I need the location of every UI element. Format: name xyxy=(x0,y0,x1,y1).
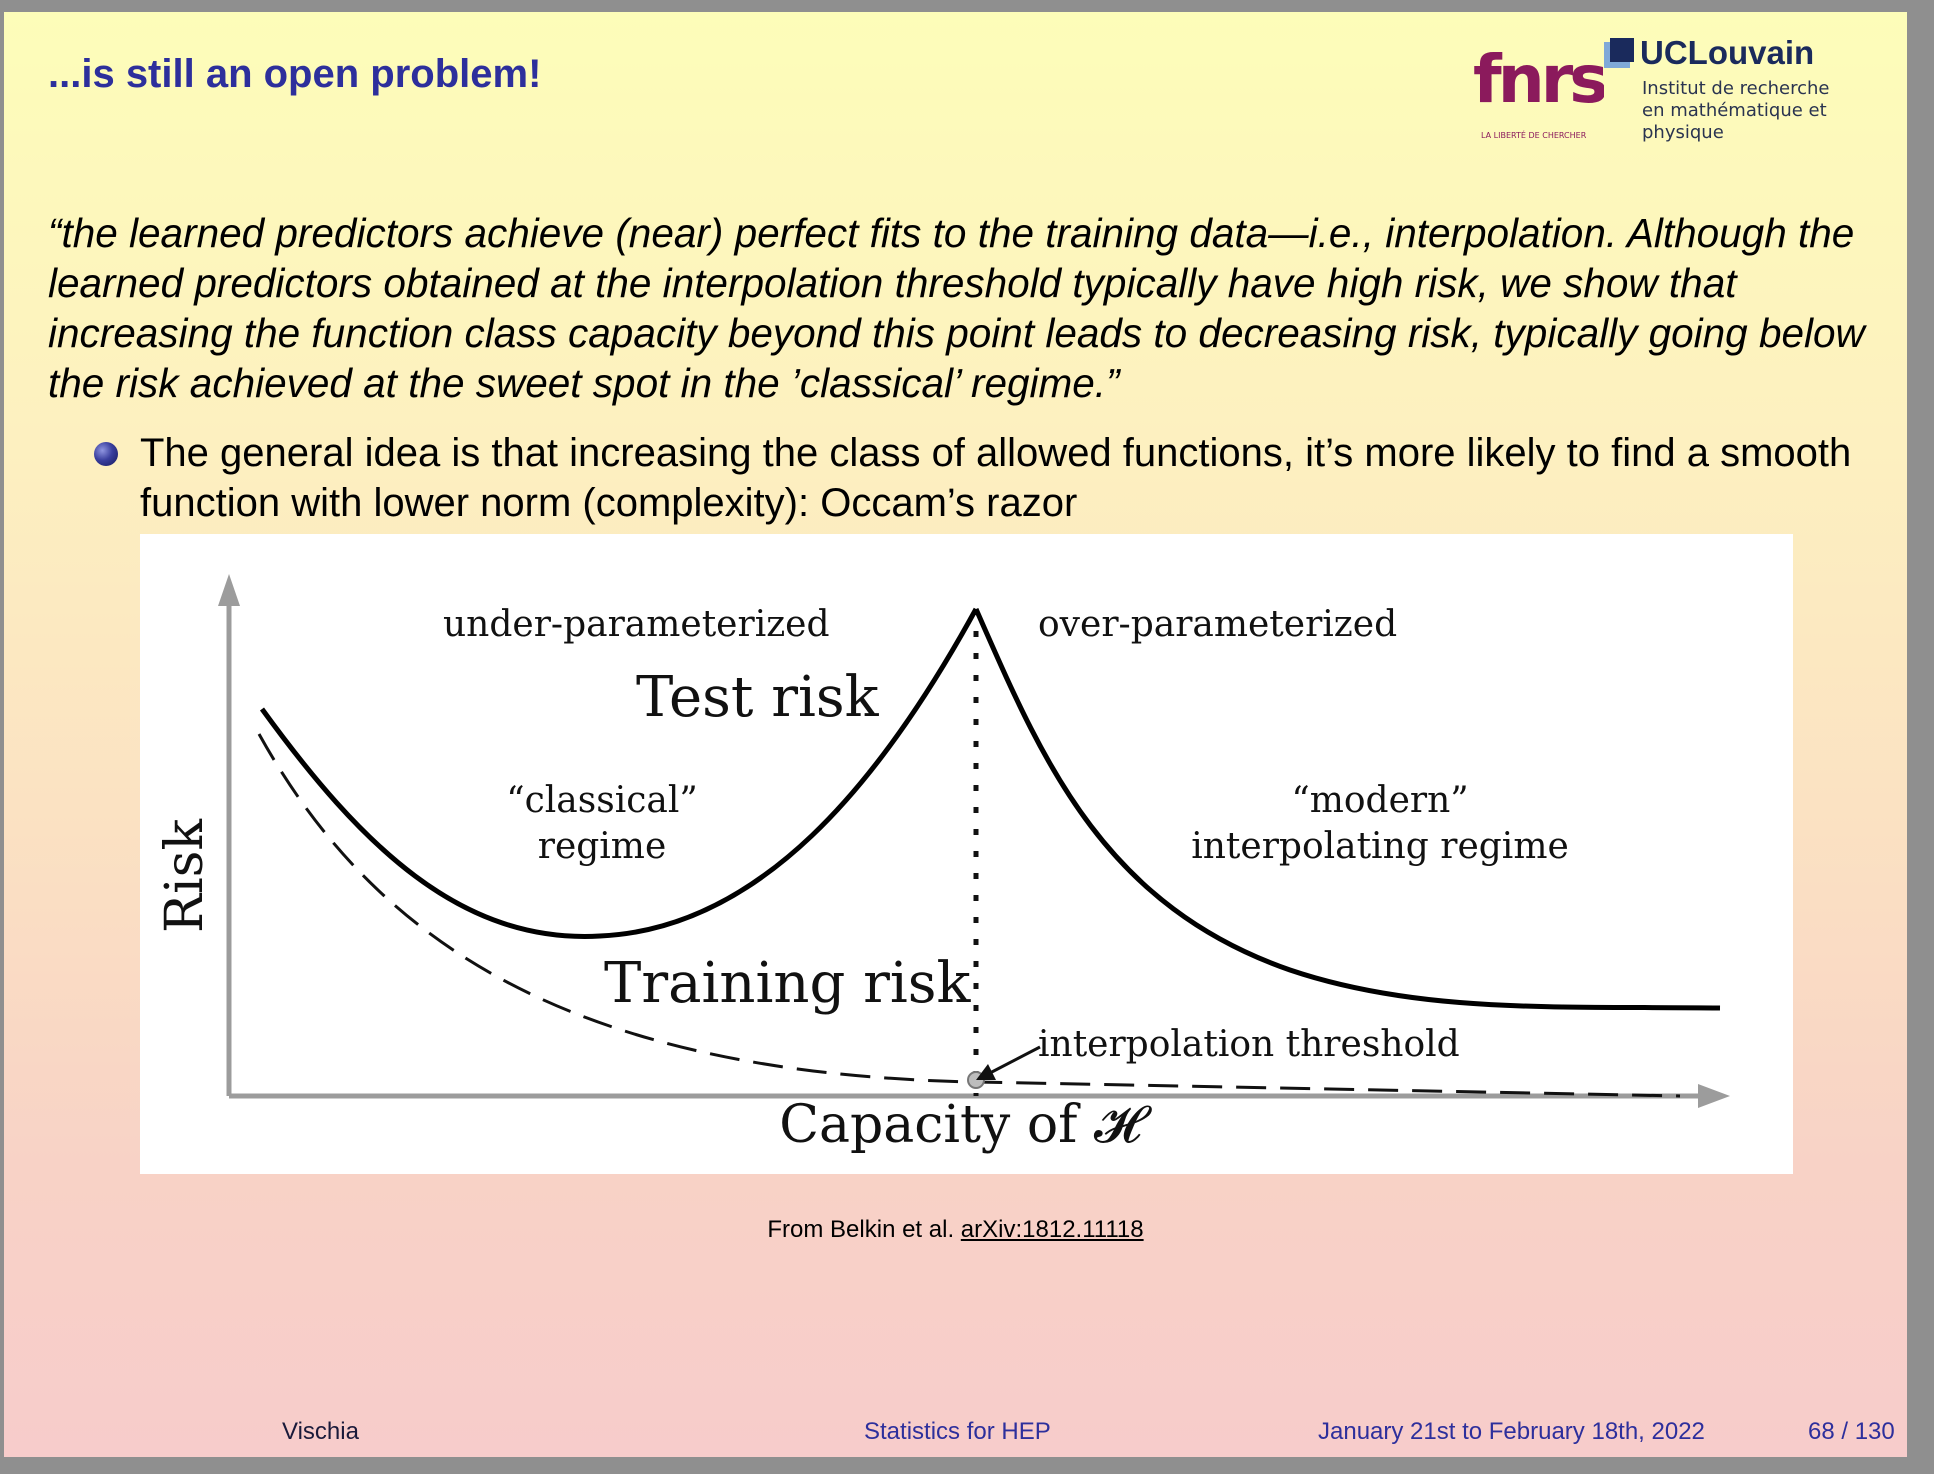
y-axis-label: Risk xyxy=(155,819,215,933)
footer-author: Vischia xyxy=(282,1418,359,1445)
modern-label-line2: interpolating regime xyxy=(1191,826,1569,867)
bullet-text: The general idea is that increasing the … xyxy=(140,431,1852,525)
threshold-pointer-arrow-icon xyxy=(976,1064,996,1080)
test-risk-curve-modern xyxy=(973,607,1721,1011)
footer-page-number: 68 / 130 xyxy=(1808,1418,1895,1445)
figure-caption: From Belkin et al. arXiv:1812.11118 xyxy=(4,1216,1907,1244)
fnrs-tagline: LA LIBERTÉ DE CHERCHER xyxy=(1481,129,1587,140)
arxiv-link[interactable]: arXiv:1812.11118 xyxy=(960,1216,1144,1243)
uclouvain-logo: UCLouvain Institut de recherche en mathé… xyxy=(1604,26,1904,143)
slide: ...is still an open problem! fnrs LA LIB… xyxy=(4,12,1907,1457)
y-axis-arrow-icon xyxy=(218,574,240,606)
modern-label-line1: “modern” xyxy=(1291,780,1468,821)
test-risk-curve-classical xyxy=(259,607,979,939)
quote-text: “the learned predictors achieve (near) p… xyxy=(48,210,1865,406)
footer-course: Statistics for HEP xyxy=(864,1418,1051,1445)
test-risk-label: Test risk xyxy=(636,665,880,730)
classical-label-line2: regime xyxy=(538,826,667,867)
training-risk-curve xyxy=(257,733,1681,1098)
uclouvain-subtitle: Institut de recherche en mathématique et… xyxy=(1642,78,1904,144)
classical-label-line1: “classical” xyxy=(506,780,698,821)
interpolation-threshold-label: interpolation threshold xyxy=(1038,1024,1460,1065)
uclouvain-subtitle-line2: en mathématique et physique xyxy=(1642,100,1827,143)
footer-dates: January 21st to February 18th, 2022 xyxy=(1318,1418,1705,1445)
under-parameterized-label: under-parameterized xyxy=(443,604,830,645)
x-axis-label: Capacity of 𝓗 xyxy=(779,1095,1152,1155)
caption-prefix: From Belkin et al. xyxy=(767,1216,955,1243)
uclouvain-mark-icon xyxy=(1604,38,1634,68)
over-parameterized-label: over-parameterized xyxy=(1038,604,1397,645)
uclouvain-subtitle-line1: Institut de recherche xyxy=(1642,78,1830,99)
training-risk-label: Training risk xyxy=(604,951,972,1016)
bullet-icon xyxy=(94,442,118,466)
fnrs-logo: fnrs LA LIBERTÉ DE CHERCHER xyxy=(1469,41,1610,142)
uclouvain-name: UCLouvain xyxy=(1640,34,1815,71)
fnrs-wordmark: fnrs xyxy=(1473,42,1604,118)
x-axis-arrow-icon xyxy=(1698,1084,1730,1108)
slide-title: ...is still an open problem! xyxy=(48,52,542,96)
threshold-pointer xyxy=(987,1045,1041,1076)
double-descent-figure: under-parameterized over-parameterized T… xyxy=(140,534,1793,1174)
footer: Vischia Statistics for HEP January 21st … xyxy=(4,1418,1907,1452)
